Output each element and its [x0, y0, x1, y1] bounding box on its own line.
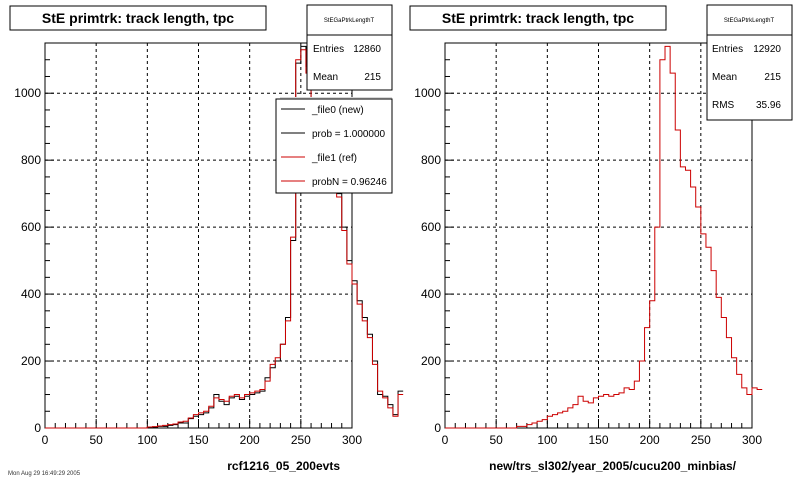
grid-lines: [45, 43, 352, 428]
x-tick-label: 250: [291, 433, 311, 447]
stats-entries-value: 12860: [353, 44, 381, 55]
legend-entry-probn: probN = 0.96246: [312, 177, 387, 188]
y-tick-label: 800: [21, 153, 41, 167]
chart-title: StE primtrk: track length, tpc: [42, 10, 234, 26]
stats-entries-value: 12920: [753, 44, 781, 55]
series-layer: [45, 45, 404, 429]
x-tick-label: 0: [42, 433, 49, 447]
stats-rms-value: 35.96: [756, 100, 781, 111]
y-tick-label: 1000: [14, 86, 41, 100]
x-tick-label: 150: [588, 433, 608, 447]
x-tick-label: 100: [137, 433, 157, 447]
x-axis-label: new/trs_sl302/year_2005/cucu200_minbias/: [489, 459, 736, 473]
x-tick-label: 300: [342, 433, 362, 447]
histogram-series-1: [445, 45, 763, 429]
stats-mean-label: Mean: [712, 72, 737, 83]
stats-mean-value: 215: [364, 72, 381, 83]
x-tick-label: 50: [89, 433, 103, 447]
y-tick-label: 200: [421, 354, 441, 368]
x-tick-label: 150: [188, 433, 208, 447]
x-axis-label: rcf1216_05_200evts: [227, 459, 340, 473]
grid-lines: [445, 43, 752, 428]
legend-entry-prob: prob = 1.000000: [312, 129, 386, 140]
x-tick-label: 50: [489, 433, 503, 447]
stats-header: StEGaPtrkLengthT: [724, 18, 775, 24]
x-tick-label: 300: [742, 433, 762, 447]
right-panel: StE primtrk: track length, tpc 0 50 100 150…: [409, 4, 793, 473]
legend: _file0 (new) prob = 1.000000 _file1 (ref…: [275, 97, 393, 194]
stats-mean-value: 215: [764, 72, 781, 83]
x-tick-label: 200: [640, 433, 660, 447]
axis-ticks: 0 50 100 150 200 250 300 0 200 400 600 800 1000: [414, 42, 762, 447]
x-tick-label: 100: [537, 433, 557, 447]
chart-title: StE primtrk: track length, tpc: [442, 10, 634, 26]
stats-box: StEGaPtrkLengthT Entries 12920 Mean 215 …: [706, 4, 793, 121]
stats-rms-label: RMS: [712, 100, 735, 111]
y-tick-label: 600: [421, 220, 441, 234]
stats-mean-label: Mean: [313, 72, 338, 83]
legend-entry-ref: _file1 (ref): [311, 153, 357, 164]
y-tick-label: 800: [421, 153, 441, 167]
stats-entries-label: Entries: [712, 44, 743, 55]
stats-entries-label: Entries: [313, 44, 344, 55]
y-tick-label: 400: [421, 287, 441, 301]
stats-box: StEGaPtrkLengthT Entries 12860 Mean 215: [306, 4, 393, 91]
series-layer: [445, 45, 763, 429]
y-tick-label: 200: [21, 354, 41, 368]
stats-header: StEGaPtrkLengthT: [324, 18, 375, 24]
y-tick-label: 1000: [414, 86, 441, 100]
axis-ticks: 0 50 100 150 200 250 300 0 200 400 600 800 1000: [14, 42, 362, 447]
left-panel: StE primtrk: track length, tpc 0 50 100 150…: [9, 4, 404, 473]
footer-timestamp: Mon Aug 29 16:49:29 2005: [8, 471, 81, 477]
x-tick-label: 250: [691, 433, 711, 447]
y-tick-label: 0: [34, 421, 41, 435]
title-box: [409, 5, 667, 31]
x-tick-label: 0: [442, 433, 449, 447]
title-box: [9, 5, 267, 31]
y-tick-label: 400: [21, 287, 41, 301]
histogram-series-2: [45, 49, 404, 429]
y-tick-label: 0: [434, 421, 441, 435]
legend-entry-new: _file0 (new): [311, 105, 364, 116]
x-tick-label: 200: [240, 433, 260, 447]
y-tick-label: 600: [21, 220, 41, 234]
